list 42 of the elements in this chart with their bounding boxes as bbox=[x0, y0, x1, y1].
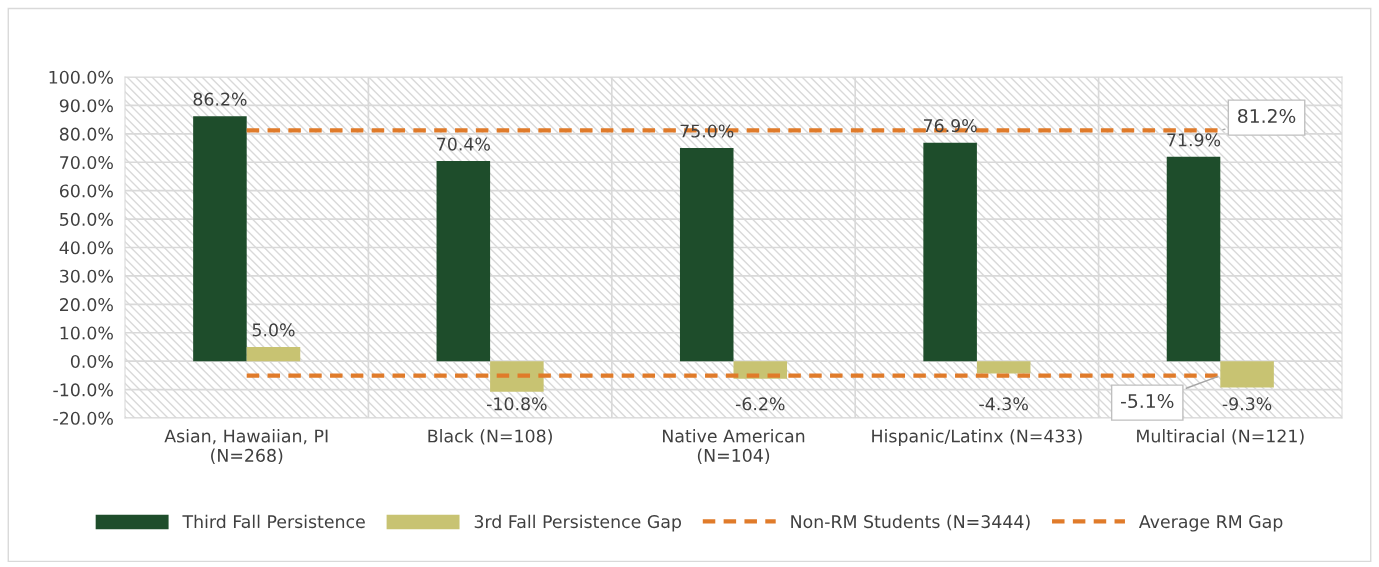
data-label: -9.3% bbox=[1222, 397, 1272, 411]
data-label: 76.9% bbox=[923, 119, 977, 133]
y-tick-label: 30.0% bbox=[60, 269, 113, 283]
x-tick-label: Native American (N=104) bbox=[663, 429, 805, 465]
data-label: -5.1% bbox=[1121, 393, 1174, 409]
bar bbox=[490, 361, 544, 392]
y-tick-label: 100.0% bbox=[49, 70, 113, 84]
bar bbox=[679, 148, 734, 362]
data-label: 70.4% bbox=[437, 137, 490, 151]
bar bbox=[976, 361, 1031, 374]
data-label: 5.0% bbox=[252, 323, 295, 337]
data-label: 81.2% bbox=[1238, 108, 1296, 124]
data-label: -4.3% bbox=[979, 397, 1028, 411]
data-label: 86.2% bbox=[193, 92, 247, 106]
x-tick-label: Black (N=108) bbox=[428, 429, 552, 445]
y-tick-label: 40.0% bbox=[59, 241, 113, 255]
y-tick-label: 90.0% bbox=[59, 99, 113, 113]
y-tick-label: 10.0% bbox=[60, 326, 113, 340]
bar bbox=[436, 161, 491, 362]
bar bbox=[193, 116, 247, 362]
y-tick-label: 50.0% bbox=[60, 212, 113, 226]
x-tick-label: Hispanic/Latinx (N=433) bbox=[872, 429, 1082, 446]
y-tick-label: -20.0% bbox=[53, 411, 113, 425]
x-tick-label: Multiracial (N=121) bbox=[1137, 429, 1304, 445]
y-tick-label: 70.0% bbox=[60, 155, 113, 170]
bar bbox=[246, 346, 301, 362]
y-tick-label: -10.0% bbox=[53, 383, 113, 397]
x-tick-label: Asian, Hawaiian, PI (N=268) bbox=[164, 429, 328, 465]
data-label: 71.9% bbox=[1167, 133, 1221, 147]
y-tick-label: 60.0% bbox=[59, 184, 113, 198]
bar bbox=[923, 142, 977, 362]
bar bbox=[1166, 156, 1221, 362]
data-label: -10.8% bbox=[487, 397, 547, 411]
y-tick-label: 0.0% bbox=[70, 354, 113, 369]
legend-label: Third Fall Persistence bbox=[182, 514, 365, 529]
data-label: -6.2% bbox=[735, 397, 785, 411]
legend-label: Non-RM Students (N=3444) bbox=[791, 514, 1030, 531]
y-tick-label: 80.0% bbox=[59, 127, 113, 141]
legend-label: 3rd Fall Persistence Gap bbox=[474, 514, 682, 532]
legend-label: Average RM Gap bbox=[1138, 515, 1283, 532]
y-tick-label: 20.0% bbox=[60, 298, 113, 312]
bar bbox=[1220, 361, 1274, 388]
